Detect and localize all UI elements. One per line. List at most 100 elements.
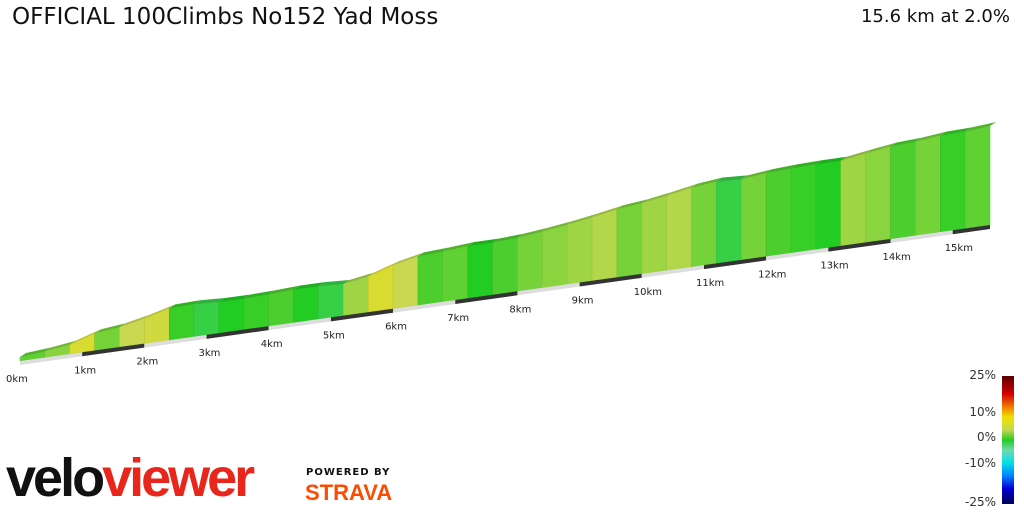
profile-segment [691, 181, 717, 268]
elevation-profile-chart: 0km 1km 2km 3km 4km 5km 6km 7km 8km 9km 10km 11km 12… [6, 122, 996, 385]
distance-axis-band [890, 230, 953, 243]
profile-segment [566, 217, 593, 285]
profile-segment [840, 152, 866, 247]
profile-segment [616, 202, 643, 278]
distance-tick-label: 2km [136, 357, 158, 368]
profile-segment-top [169, 300, 201, 309]
profile-segment [765, 168, 792, 257]
distance-tick-label: 0km [6, 374, 28, 385]
profile-segment-top [691, 177, 723, 188]
profile-segment [193, 301, 220, 337]
profile-segment-top [94, 323, 126, 334]
profile-segment-top [791, 160, 822, 169]
profile-segment-top [666, 183, 698, 196]
climb-summary: 15.6 km at 2.0% [860, 6, 1010, 27]
distance-tick-label: 8km [509, 304, 531, 315]
profile-segment-top [368, 261, 400, 277]
distance-axis-band [268, 317, 331, 331]
distance-tick-label: 3km [199, 348, 221, 359]
logo-viewer: viewer [102, 448, 255, 508]
strava-logo: STRAVA [305, 480, 393, 505]
distance-axis-band [952, 225, 990, 235]
profile-segment-top [815, 156, 847, 165]
profile-segment-top [119, 314, 151, 328]
profile-segment-top [542, 220, 574, 232]
profile-segment-top [616, 199, 648, 210]
distance-tick-label: 14km [883, 252, 911, 263]
profile-segment-top [890, 137, 922, 147]
gradient-color-bar [1002, 376, 1014, 504]
distance-tick-label: 10km [634, 287, 662, 298]
distance-axis-band [455, 291, 518, 304]
profile-segment-top [741, 169, 773, 180]
profile-segment-top [517, 227, 549, 238]
legend-label-minus10: -10% [964, 456, 996, 470]
distance-axis-band [206, 326, 269, 339]
distance-axis-band [517, 282, 580, 296]
profile-segment [591, 208, 618, 282]
profile-segment [542, 224, 568, 289]
profile-segment [144, 307, 170, 344]
gradient-legend: 25% 10% 0% -10% -25% [950, 368, 1024, 512]
legend-label-25: 25% [969, 368, 996, 382]
legend-label-0: 0% [976, 430, 996, 444]
profile-segment [168, 303, 195, 341]
powered-by-label: POWERED BY [306, 467, 391, 478]
distance-axis-band [641, 265, 704, 278]
profile-segment-top [44, 340, 76, 352]
profile-segment-top [393, 252, 424, 266]
profile-segment [268, 289, 294, 327]
profile-segment-top [915, 131, 947, 142]
distance-tick-label: 7km [447, 313, 469, 324]
profile-segment-top [343, 272, 375, 284]
distance-tick-label: 1km [74, 365, 96, 376]
legend-label-minus25: -25% [964, 495, 996, 509]
profile-segment-top [293, 282, 325, 290]
distance-tick-label: 12km [758, 269, 786, 280]
profile-segment-top [592, 205, 623, 218]
profile-segment-top [144, 304, 176, 319]
profile-segment [865, 146, 891, 243]
veloviewer-logo: veloviewer [6, 448, 255, 508]
profile-segment-top [318, 279, 350, 287]
distance-axis-band [579, 273, 642, 287]
distance-tick-label: 4km [261, 339, 283, 350]
profile-segment-top [716, 175, 748, 182]
profile-segment-top [840, 149, 872, 161]
profile-segment [417, 251, 444, 306]
profile-segment [218, 298, 245, 334]
profile-segment [517, 231, 543, 292]
profile-segment [940, 131, 966, 233]
profile-segment-top [218, 294, 250, 303]
profile-segment-top [865, 142, 897, 154]
profile-segment [641, 195, 667, 275]
profile-segment-top [442, 242, 474, 252]
profile-segment [790, 163, 817, 254]
logo-velo: velo [6, 448, 105, 508]
profile-segment [964, 125, 991, 229]
distance-tick-label: 13km [820, 261, 848, 272]
profile-segment-top [69, 329, 101, 345]
distance-axis-band [828, 238, 891, 252]
profile-segment [69, 332, 95, 355]
profile-segment-top [940, 127, 972, 136]
profile-segment-top [965, 122, 996, 132]
legend-label-10: 10% [969, 405, 996, 419]
distance-tick-label: 9km [572, 296, 594, 307]
distance-axis-band [703, 256, 767, 270]
profile-segment [741, 172, 767, 261]
distance-tick-label: 6km [385, 322, 407, 333]
profile-segment [318, 283, 344, 320]
profile-segment-top [641, 191, 673, 204]
distance-axis-band [144, 334, 207, 348]
profile-segment [119, 318, 145, 348]
profile-segment [492, 237, 518, 296]
profile-segment [392, 255, 419, 309]
profile-segment [367, 264, 394, 313]
distance-tick-label: 11km [696, 278, 724, 289]
distance-axis-band [766, 247, 829, 261]
profile-segment-top [567, 213, 599, 225]
distance-axis-band [20, 352, 83, 365]
profile-segment-top [194, 298, 225, 305]
distance-axis-band [393, 299, 456, 313]
